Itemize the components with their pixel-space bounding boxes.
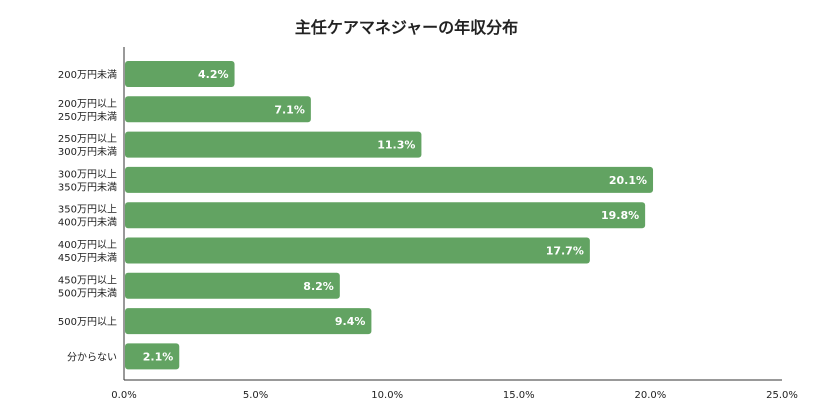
- category-label: 450万円以上: [58, 274, 117, 286]
- bar: [125, 61, 235, 87]
- x-tick-label: 20.0%: [635, 390, 667, 401]
- category-label: 250万円未満: [58, 111, 117, 123]
- bar: [125, 131, 422, 158]
- bar: [125, 272, 340, 299]
- bar-value-label: 11.3%: [377, 139, 415, 152]
- x-tick-label: 25.0%: [766, 390, 798, 401]
- bar-value-label: 19.8%: [601, 209, 639, 222]
- bar-value-label: 7.1%: [274, 103, 305, 116]
- category-label: 500万円未満: [58, 287, 117, 299]
- category-label: 500万円以上: [58, 316, 117, 328]
- bar-value-label: 8.2%: [303, 280, 334, 293]
- bar-value-label: 17.7%: [546, 245, 584, 258]
- bar: [125, 202, 646, 229]
- category-label: 200万円以上: [58, 98, 117, 110]
- x-tick-label: 15.0%: [503, 390, 535, 401]
- category-label: 450万円未満: [58, 252, 117, 264]
- bar-value-label: 9.4%: [335, 315, 366, 328]
- category-label: 400万円以上: [58, 239, 117, 251]
- category-label: 350万円未満: [58, 181, 117, 193]
- category-label: 300万円未満: [58, 146, 117, 158]
- category-label: 350万円以上: [58, 204, 117, 216]
- x-tick-label: 0.0%: [111, 390, 136, 401]
- category-label: 分からない: [67, 351, 117, 363]
- category-label: 250万円以上: [58, 133, 117, 145]
- chart-title: 主任ケアマネジャーの年収分布: [294, 18, 519, 37]
- bar-value-label: 20.1%: [609, 174, 647, 187]
- category-label: 300万円以上: [58, 168, 117, 180]
- bar: [125, 237, 590, 264]
- bar: [125, 166, 654, 193]
- category-label: 200万円未満: [58, 69, 117, 81]
- bar-value-label: 2.1%: [143, 350, 174, 363]
- bar-value-label: 4.2%: [198, 68, 229, 81]
- bar: [125, 308, 372, 335]
- category-label: 400万円未満: [58, 217, 117, 229]
- x-tick-label: 5.0%: [243, 390, 268, 401]
- bar: [125, 343, 180, 370]
- bar: [125, 96, 311, 123]
- x-tick-label: 10.0%: [371, 390, 403, 401]
